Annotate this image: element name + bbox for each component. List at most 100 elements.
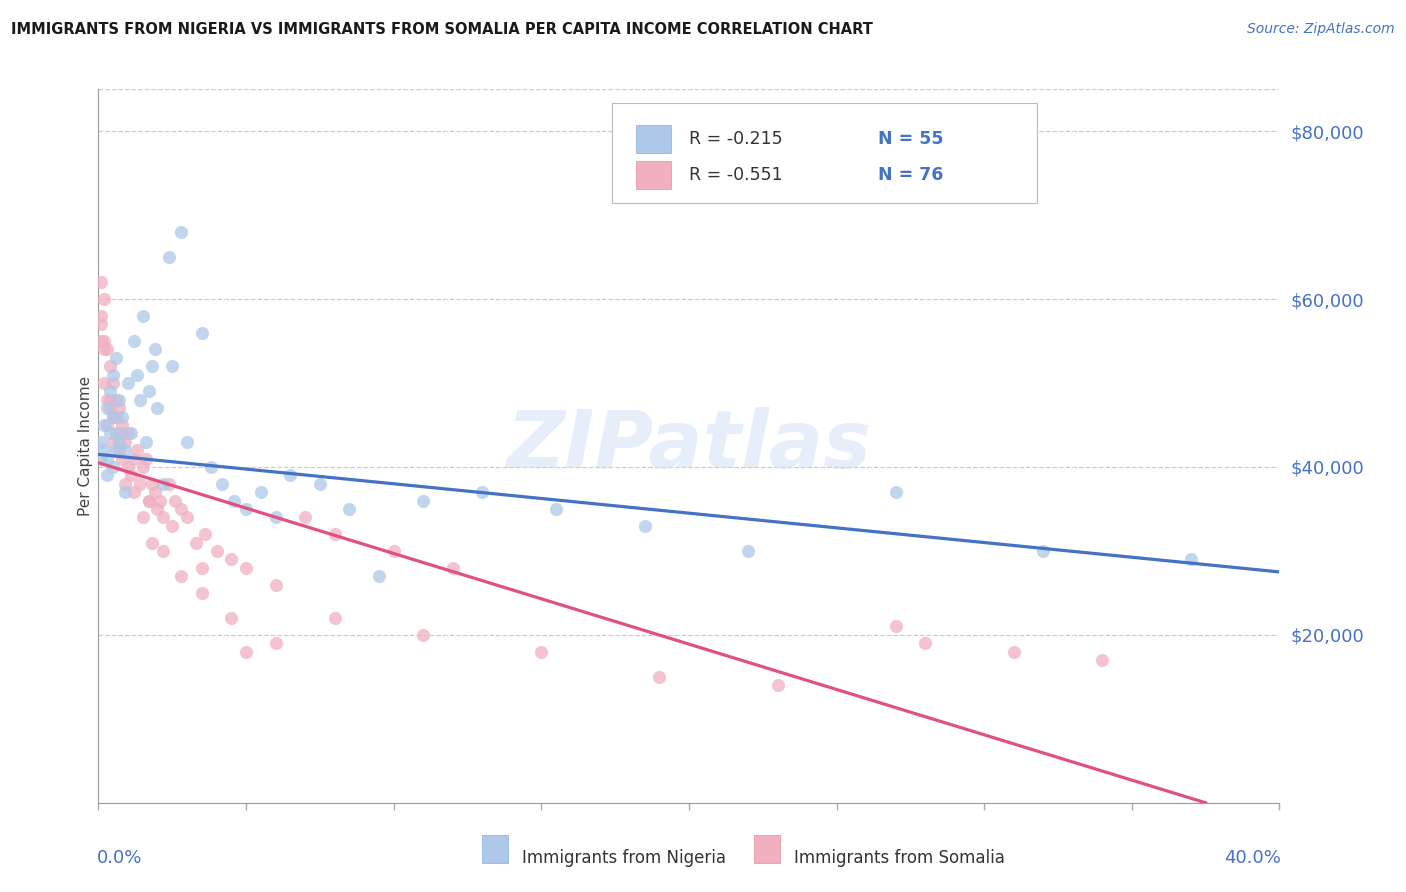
- Point: [135, 451, 157, 466]
- Point: [108, 426, 131, 441]
- Point: [117, 376, 139, 390]
- Point: [323, 527, 346, 541]
- Point: [648, 670, 671, 684]
- Point: [264, 577, 287, 591]
- Point: [368, 569, 391, 583]
- Point: [191, 560, 214, 574]
- Point: [1002, 645, 1025, 659]
- Point: [141, 359, 163, 374]
- Point: [1180, 552, 1202, 566]
- Point: [103, 409, 125, 424]
- Point: [141, 535, 163, 549]
- Point: [250, 485, 273, 500]
- Point: [108, 434, 131, 449]
- Point: [108, 443, 131, 458]
- Point: [114, 476, 136, 491]
- Point: [105, 409, 128, 424]
- Text: N = 76: N = 76: [877, 166, 943, 184]
- Point: [90, 451, 112, 466]
- Point: [211, 476, 233, 491]
- Point: [170, 569, 193, 583]
- Point: [1032, 544, 1054, 558]
- Point: [441, 560, 464, 574]
- Point: [162, 518, 183, 533]
- Point: [93, 376, 115, 390]
- Point: [146, 401, 169, 416]
- Point: [264, 636, 287, 650]
- Text: N = 55: N = 55: [877, 130, 943, 148]
- Point: [93, 343, 115, 357]
- Point: [105, 351, 128, 365]
- Point: [146, 502, 169, 516]
- Point: [143, 343, 166, 357]
- Point: [235, 560, 257, 574]
- Point: [103, 368, 125, 382]
- Text: ZIPatlas: ZIPatlas: [506, 407, 872, 485]
- Point: [1091, 653, 1114, 667]
- Point: [125, 443, 148, 458]
- Point: [884, 485, 907, 500]
- Point: [105, 443, 128, 458]
- Point: [152, 544, 174, 558]
- Point: [141, 476, 163, 491]
- Point: [152, 510, 174, 524]
- Point: [98, 359, 121, 374]
- Text: R = -0.215: R = -0.215: [689, 130, 799, 148]
- Point: [96, 451, 118, 466]
- Point: [103, 434, 125, 449]
- Point: [176, 510, 198, 524]
- Point: [96, 392, 118, 407]
- Point: [96, 343, 118, 357]
- Text: Immigrants from Somalia: Immigrants from Somalia: [794, 849, 1005, 867]
- Point: [278, 468, 302, 483]
- Point: [108, 401, 131, 416]
- Point: [135, 434, 157, 449]
- Point: [96, 468, 118, 483]
- Point: [412, 628, 434, 642]
- Point: [90, 334, 112, 348]
- Point: [235, 645, 257, 659]
- Point: [157, 250, 180, 264]
- Point: [111, 426, 134, 441]
- Point: [114, 443, 136, 458]
- Point: [122, 334, 145, 348]
- Text: Immigrants from Nigeria: Immigrants from Nigeria: [523, 849, 727, 867]
- Point: [93, 334, 115, 348]
- Point: [93, 417, 115, 432]
- Point: [96, 401, 118, 416]
- Point: [633, 518, 655, 533]
- Point: [191, 586, 214, 600]
- Point: [170, 225, 193, 239]
- Point: [294, 510, 316, 524]
- Point: [93, 292, 115, 306]
- Bar: [754, 835, 780, 863]
- Point: [200, 460, 222, 475]
- Bar: [482, 835, 508, 863]
- Point: [138, 493, 160, 508]
- Point: [90, 275, 112, 289]
- Point: [90, 318, 112, 332]
- Point: [412, 493, 434, 508]
- Point: [98, 384, 121, 399]
- Point: [103, 376, 125, 390]
- Point: [165, 493, 187, 508]
- Point: [339, 502, 360, 516]
- Point: [184, 535, 207, 549]
- Point: [264, 510, 287, 524]
- Point: [143, 485, 166, 500]
- Point: [120, 468, 142, 483]
- Point: [93, 443, 115, 458]
- Point: [111, 417, 134, 432]
- Point: [120, 426, 142, 441]
- Point: [170, 502, 193, 516]
- Text: 40.0%: 40.0%: [1223, 849, 1281, 867]
- Point: [914, 636, 936, 650]
- Point: [132, 510, 155, 524]
- Point: [98, 401, 121, 416]
- Point: [884, 619, 907, 633]
- Point: [162, 359, 183, 374]
- Point: [117, 460, 139, 475]
- Point: [132, 309, 155, 323]
- Point: [114, 485, 136, 500]
- Point: [103, 409, 125, 424]
